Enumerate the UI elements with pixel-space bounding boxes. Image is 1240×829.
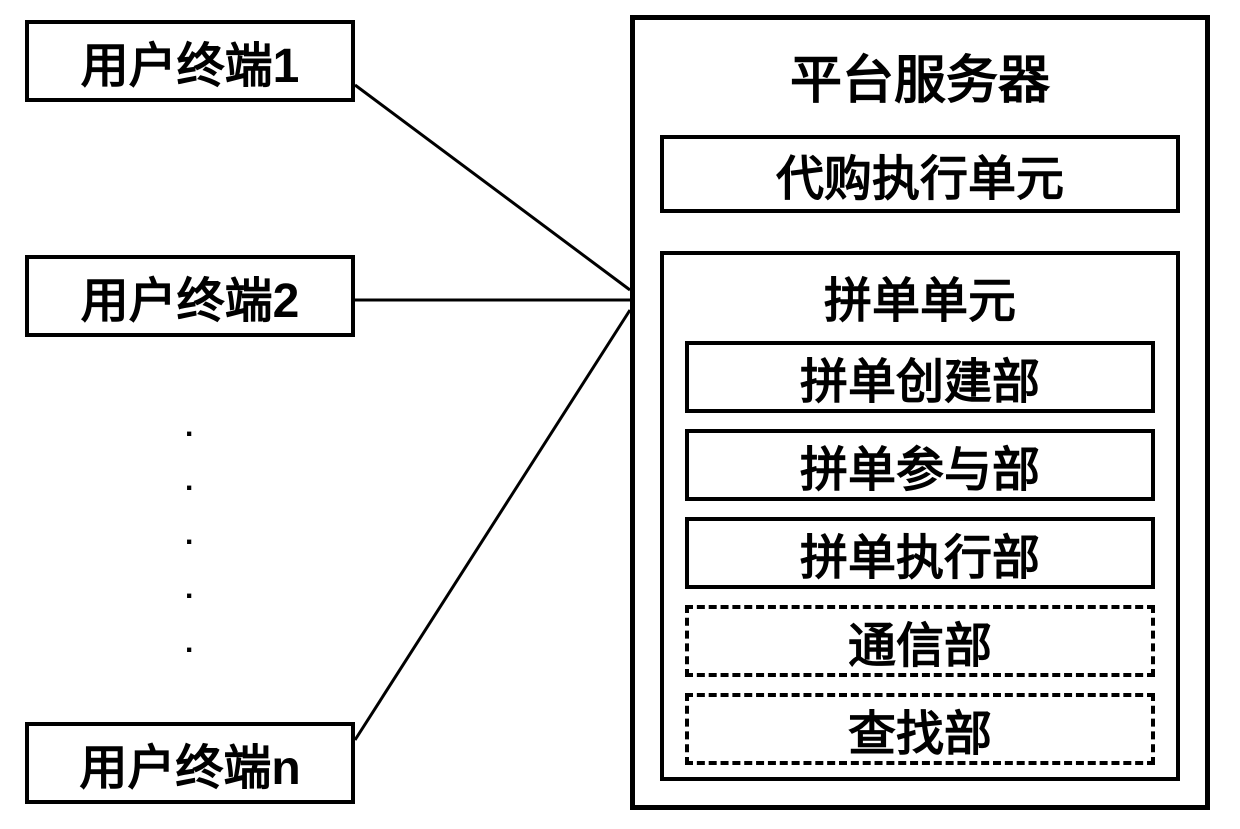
group-order-join-label: 拼单参与部 xyxy=(800,430,1040,500)
group-order-exec: 拼单执行部 xyxy=(685,517,1155,589)
group-order-unit-title: 拼单单元 xyxy=(664,255,1176,339)
terminal-1: 用户终端1 xyxy=(25,20,355,102)
group-order-exec-label: 拼单执行部 xyxy=(800,518,1040,588)
search-dept-label: 查找部 xyxy=(848,694,992,764)
dot: . xyxy=(185,562,193,616)
group-order-create-label: 拼单创建部 xyxy=(800,342,1040,412)
ellipsis-dots: . . . . . xyxy=(185,400,193,670)
proxy-exec-unit-label: 代购执行单元 xyxy=(776,139,1064,209)
edge-1 xyxy=(355,85,630,290)
dot: . xyxy=(185,508,193,562)
proxy-exec-unit: 代购执行单元 xyxy=(660,135,1180,213)
group-order-create: 拼单创建部 xyxy=(685,341,1155,413)
server-title: 平台服务器 xyxy=(635,20,1205,135)
dot: . xyxy=(185,616,193,670)
terminal-2-label: 用户终端2 xyxy=(81,261,300,331)
group-order-join: 拼单参与部 xyxy=(685,429,1155,501)
terminal-1-label: 用户终端1 xyxy=(81,26,300,96)
group-order-unit: 拼单单元 拼单创建部 拼单参与部 拼单执行部 通信部 查找部 xyxy=(660,251,1180,781)
dot: . xyxy=(185,400,193,454)
dot: . xyxy=(185,454,193,508)
terminal-n-label: 用户终端n xyxy=(79,728,300,798)
search-dept: 查找部 xyxy=(685,693,1155,765)
comm-dept-label: 通信部 xyxy=(848,606,992,676)
edge-3 xyxy=(355,310,630,740)
comm-dept: 通信部 xyxy=(685,605,1155,677)
terminal-2: 用户终端2 xyxy=(25,255,355,337)
platform-server: 平台服务器 代购执行单元 拼单单元 拼单创建部 拼单参与部 拼单执行部 通信部 … xyxy=(630,15,1210,810)
terminal-n: 用户终端n xyxy=(25,722,355,804)
